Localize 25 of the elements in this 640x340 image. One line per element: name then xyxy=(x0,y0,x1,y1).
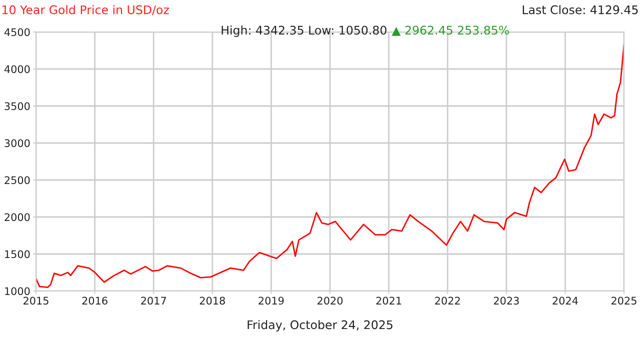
x-tick-label: 2018 xyxy=(200,296,225,305)
annotation: High: 4342.35 Low: 1050.80 xyxy=(222,26,386,37)
x-tick-label: 2017 xyxy=(141,296,166,305)
annotation: ▲ 2962.45 253.85% xyxy=(392,26,509,36)
x-tick-label: 2019 xyxy=(258,296,284,305)
text: Friday, October 24, 2025 xyxy=(248,320,392,332)
y-tick-label: 1000 xyxy=(5,287,30,296)
y-tick-label: 2500 xyxy=(4,176,30,184)
x-tick-label: 2024 xyxy=(552,296,578,305)
x-tick-label: 2022 xyxy=(435,296,460,305)
x-tick-label: 2020 xyxy=(318,296,343,305)
y-tick-label: 3000 xyxy=(4,139,30,148)
y-tick-label: 4500 xyxy=(4,28,30,36)
y-tick-label: 2000 xyxy=(4,213,30,222)
line-series xyxy=(36,44,624,288)
y-tick-label: 3500 xyxy=(4,102,30,110)
x-tick-label: 2021 xyxy=(376,296,402,305)
text: Last Close: 4129.45 xyxy=(522,5,638,14)
x-tick-label: 2015 xyxy=(24,296,48,305)
x-tick-label: 2023 xyxy=(494,296,519,305)
chart-title: 10 Year Gold Price in USD/oz xyxy=(2,5,169,16)
y-tick-label: 1500 xyxy=(5,250,30,258)
x-tick-label: 2016 xyxy=(82,296,108,305)
y-tick-label: 4000 xyxy=(4,65,30,74)
x-tick-label: 2025 xyxy=(612,296,636,305)
